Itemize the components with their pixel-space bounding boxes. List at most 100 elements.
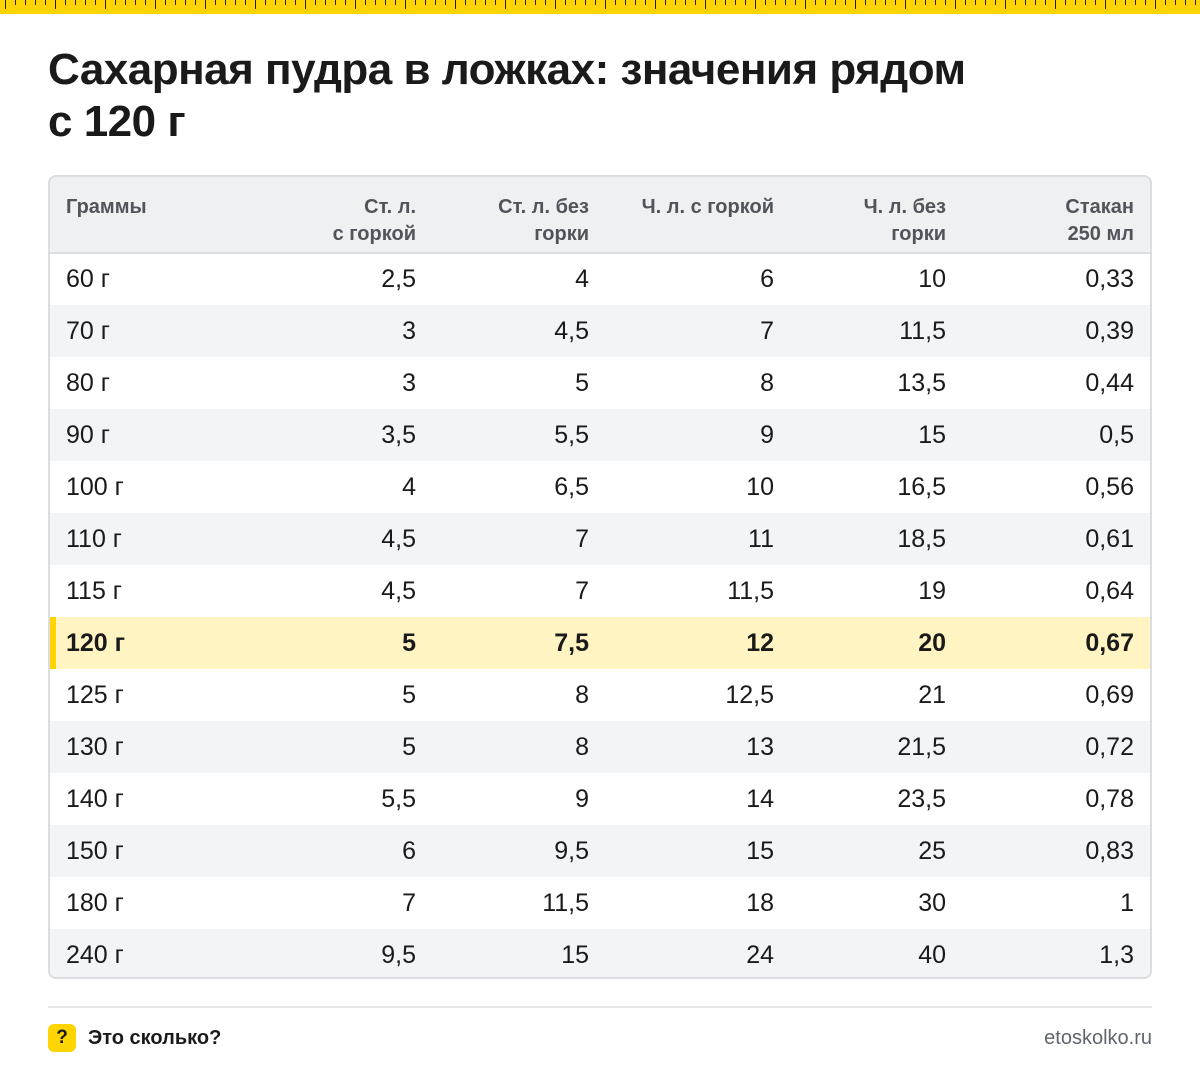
value-cell: 4,5 — [381, 576, 416, 605]
column-header-line: Ст. л. — [364, 196, 416, 218]
value-cell: 14 — [746, 784, 774, 813]
table-row: 70 г 3 4,5 7 11,5 0,39 — [50, 305, 1150, 357]
table-row: 125 г 5 8 12,5 21 0,69 — [50, 669, 1150, 721]
value-cell: 11,5 — [899, 316, 946, 345]
site-url[interactable]: etoskolko.ru — [1044, 1027, 1152, 1049]
value-cell: 5 — [402, 628, 416, 657]
footer-divider — [48, 1006, 1152, 1008]
conversion-table: Граммы Ст. л. с горкой Ст. л. без горки Ч. л.… — [50, 177, 1150, 977]
value-cell: 13,5 — [897, 368, 946, 397]
value-cell: 11,5 — [542, 888, 589, 917]
value-cell: 0,44 — [1085, 368, 1134, 397]
value-cell: 25 — [918, 836, 946, 865]
table-row: 180 г 7 11,5 18 30 1 — [50, 877, 1150, 929]
value-cell: 6 — [402, 836, 416, 865]
question-mark-icon: ? — [48, 1024, 76, 1052]
value-cell: 9 — [760, 420, 774, 449]
value-cell: 6,5 — [554, 472, 589, 501]
conversion-table-card: Граммы Ст. л. с горкой Ст. л. без горки Ч. л.… — [48, 175, 1152, 979]
table-row: 140 г 5,5 9 14 23,5 0,78 — [50, 773, 1150, 825]
grams-cell: 140 г — [66, 784, 124, 813]
grams-cell: 90 г — [66, 420, 110, 449]
value-cell: 7 — [760, 316, 774, 345]
grams-cell: 180 г — [66, 888, 124, 917]
table-row: 80 г 3 5 8 13,5 0,44 — [50, 357, 1150, 409]
grams-cell: 120 г — [50, 617, 256, 669]
column-header-line: Стакан — [1065, 196, 1134, 218]
column-header: Ст. л. с горкой — [256, 177, 416, 253]
table-row: 90 г 3,5 5,5 9 15 0,5 — [50, 409, 1150, 461]
value-cell: 12 — [746, 628, 774, 657]
value-cell: 7 — [402, 888, 416, 917]
value-cell: 5 — [402, 732, 416, 761]
value-cell: 12,5 — [725, 680, 774, 709]
value-cell: 0,72 — [1085, 732, 1134, 761]
value-cell: 15 — [746, 836, 774, 865]
grams-cell: 115 г — [66, 576, 122, 605]
value-cell: 5 — [575, 368, 589, 397]
grams-cell: 70 г — [66, 316, 110, 345]
page-title: Сахарная пудра в ложках: значения рядом … — [48, 44, 1048, 148]
value-cell: 7 — [575, 524, 589, 553]
column-header-line: Ч. л. с горкой — [641, 196, 774, 218]
grams-cell: 80 г — [66, 368, 110, 397]
value-cell: 0,67 — [1085, 628, 1134, 657]
column-header-line: Граммы — [66, 196, 147, 218]
column-header: Ч. л. с горкой — [589, 177, 774, 253]
grams-cell: 60 г — [66, 265, 110, 293]
table-row: 110 г 4,5 7 11 18,5 0,61 — [50, 513, 1150, 565]
column-header-line: Ч. л. без — [863, 196, 946, 218]
value-cell: 0,61 — [1085, 524, 1134, 553]
column-header: Ч. л. без горки — [774, 177, 946, 253]
grams-cell: 100 г — [66, 472, 124, 501]
title-line-2: с 120 г — [48, 97, 186, 146]
column-header: Граммы — [50, 177, 256, 253]
value-cell: 8 — [575, 732, 589, 761]
value-cell: 0,39 — [1085, 316, 1134, 345]
value-cell: 3,5 — [381, 420, 416, 449]
value-cell: 0,5 — [1099, 420, 1134, 449]
ruler-decoration — [0, 0, 1200, 14]
grams-cell: 240 г — [66, 940, 124, 969]
value-cell: 15 — [918, 420, 946, 449]
table-body: 60 г 2,5 4 6 10 0,33 70 г 3 4,5 7 11,5 0,39 80 г 3 5 8 1… — [50, 253, 1150, 977]
table-row-highlighted: 120 г 5 7,5 12 20 0,67 — [50, 617, 1150, 669]
value-cell: 7,5 — [554, 628, 589, 657]
column-header-line: горки — [891, 223, 946, 245]
value-cell: 9,5 — [554, 836, 589, 865]
table-header-row: Граммы Ст. л. с горкой Ст. л. без горки Ч. л.… — [50, 177, 1150, 253]
value-cell: 4 — [575, 265, 589, 293]
value-cell: 10 — [746, 472, 774, 501]
column-header: Ст. л. без горки — [416, 177, 589, 253]
title-line-1: Сахарная пудра в ложках: значения рядом — [48, 45, 966, 94]
value-cell: 0,83 — [1085, 836, 1134, 865]
column-header-line: горки — [534, 223, 589, 245]
grams-cell: 110 г — [66, 524, 122, 553]
value-cell: 0,64 — [1085, 576, 1134, 605]
value-cell: 30 — [918, 888, 946, 917]
grams-cell: 150 г — [66, 836, 124, 865]
value-cell: 9 — [575, 784, 589, 813]
value-cell: 0,33 — [1085, 265, 1134, 293]
table-row: 60 г 2,5 4 6 10 0,33 — [50, 253, 1150, 305]
table-row: 115 г 4,5 7 11,5 19 0,64 — [50, 565, 1150, 617]
table-row: 100 г 4 6,5 10 16,5 0,56 — [50, 461, 1150, 513]
value-cell: 3 — [402, 368, 416, 397]
value-cell: 5,5 — [381, 784, 416, 813]
table-row: 150 г 6 9,5 15 25 0,83 — [50, 825, 1150, 877]
value-cell: 1 — [1120, 888, 1134, 917]
value-cell: 9,5 — [381, 940, 416, 969]
value-cell: 0,78 — [1085, 784, 1134, 813]
grams-cell: 130 г — [66, 732, 124, 761]
value-cell: 3 — [402, 316, 416, 345]
value-cell: 40 — [918, 940, 946, 969]
value-cell: 2,5 — [381, 265, 416, 293]
value-cell: 18,5 — [897, 524, 946, 553]
value-cell: 19 — [918, 576, 946, 605]
value-cell: 7 — [575, 576, 589, 605]
value-cell: 4,5 — [554, 316, 589, 345]
column-header-line: 250 мл — [1067, 223, 1134, 245]
grams-cell: 125 г — [66, 680, 124, 709]
value-cell: 8 — [760, 368, 774, 397]
value-cell: 4,5 — [381, 524, 416, 553]
